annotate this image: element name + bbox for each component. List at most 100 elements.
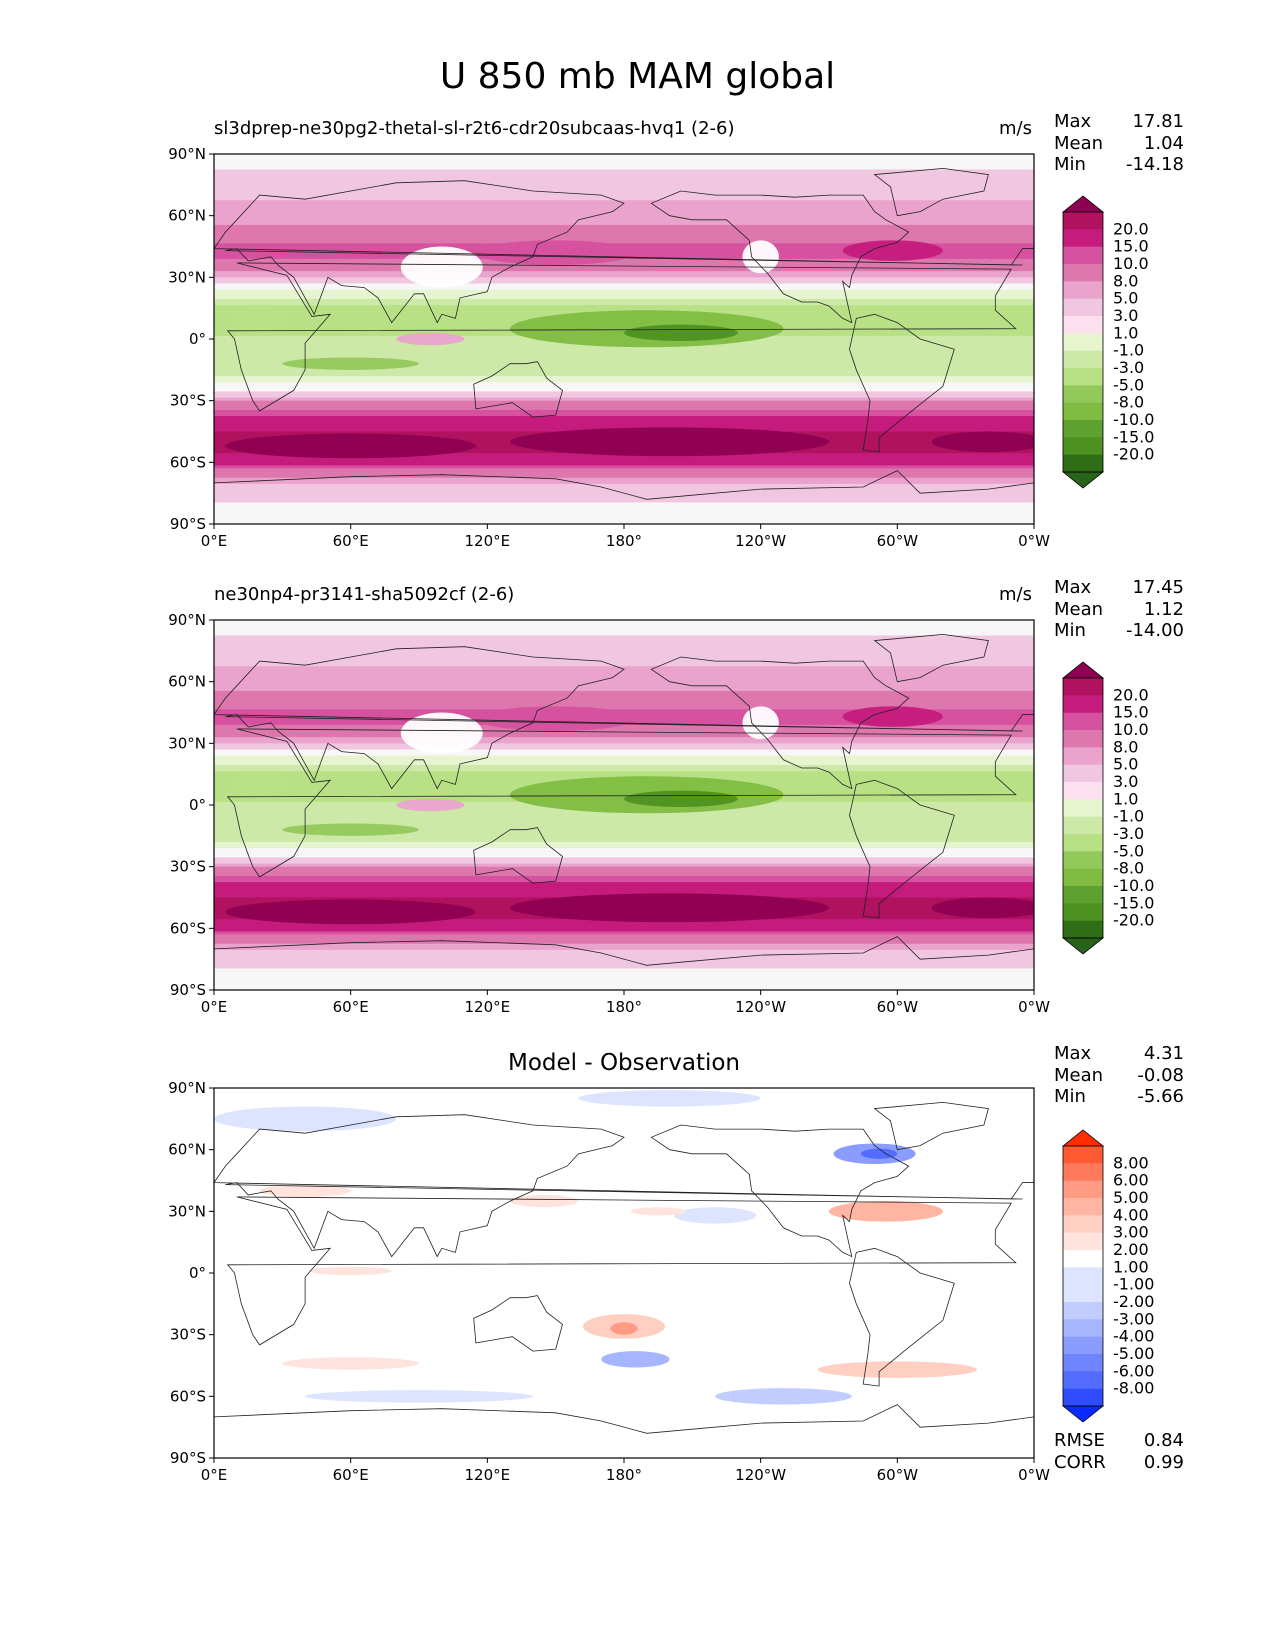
zonal-band (214, 237, 1034, 241)
colorbar-tick-label: 3.00 (1113, 1223, 1149, 1242)
colorbar-bin (1063, 368, 1103, 386)
zonal-band (214, 737, 1034, 741)
colorbar-tick-label: -8.00 (1113, 1379, 1154, 1398)
colorbar-bin (1063, 712, 1103, 731)
zonal-band (214, 675, 1034, 680)
zonal-band (214, 224, 1034, 229)
colorbar-frame (1062, 677, 1104, 939)
stat-max-label: Max (1054, 111, 1092, 132)
y-tick-label: 30°S (170, 392, 206, 410)
zonal-band (214, 283, 1034, 288)
zonal-band (214, 888, 1034, 892)
contour-feature (829, 1201, 943, 1222)
y-tick-label: 90°S (170, 1449, 206, 1467)
zonal-band (214, 620, 1034, 624)
coastline (849, 313, 955, 453)
stat-min-value: -5.66 (1137, 1086, 1184, 1107)
coastline (214, 470, 1034, 500)
zonal-band (214, 743, 1034, 748)
colorbar-tick-label: -4.00 (1113, 1327, 1154, 1346)
zonal-band (214, 286, 1034, 291)
zonal-band (214, 811, 1034, 815)
stat-rmse-label: RMSE (1054, 1430, 1105, 1451)
zonal-band (214, 184, 1034, 189)
map-panel-3: 0°E 60°E 120°E 180° 120°W 60°W 0°W 90°N 60°N 30°N… (168, 1079, 1154, 1484)
contour-feature (400, 246, 483, 288)
contour-feature (624, 324, 738, 342)
coastline (214, 646, 1023, 790)
zonal-band (214, 823, 1034, 828)
zonal-band (214, 175, 1034, 180)
colorbar-bin (1063, 1215, 1103, 1234)
y-tick-label: 60°N (168, 207, 206, 225)
contour-feature (232, 306, 287, 331)
colorbar-tick-label: 4.00 (1113, 1205, 1149, 1224)
zonal-band (214, 496, 1034, 500)
zonal-band (214, 302, 1034, 306)
zonal-band (214, 517, 1034, 522)
zonal-band (214, 160, 1034, 164)
zonal-band (214, 305, 1034, 309)
colorbar: 20.015.010.08.05.03.01.0-1.0-3.0-5.0-8.0… (1061, 195, 1154, 489)
zonal-band (214, 468, 1034, 473)
y-tick-label: 60°S (170, 1387, 206, 1405)
map-panel-2: 0°E 60°E 120°E 180° 120°W 60°W 0°W 90°N 60°N 30°N… (168, 611, 1154, 1016)
zonal-band (214, 724, 1034, 729)
coastline (226, 1196, 1017, 1346)
stat-mean-label: Mean (1054, 1064, 1104, 1086)
stat-max-label: Max (1054, 1043, 1092, 1064)
zonal-band (214, 181, 1034, 186)
zonal-band (214, 265, 1034, 269)
zonal-band (214, 940, 1034, 945)
colorbar-extend-top (1061, 1129, 1105, 1147)
colorbar-bin (1063, 437, 1103, 456)
x-tick-label: 0°E (201, 1466, 228, 1484)
zonal-band (214, 934, 1034, 939)
coastline (1010, 248, 1034, 266)
zonal-band (214, 647, 1034, 652)
colorbar-tick-label: -6.00 (1113, 1361, 1154, 1380)
zonal-band (214, 212, 1034, 217)
zonal-band (214, 372, 1034, 377)
zonal-band (214, 623, 1034, 627)
zonal-band (214, 345, 1034, 349)
zonal-band (214, 687, 1034, 692)
contour-feature (510, 1194, 579, 1208)
coastline (849, 779, 955, 919)
colorbar-tick-label: -15.0 (1113, 893, 1154, 912)
x-tick-label: 0°W (1018, 1466, 1050, 1484)
zonal-band (214, 471, 1034, 476)
x-tick-label: 120°W (735, 532, 786, 550)
colorbar-bin (1063, 1267, 1103, 1286)
x-tick-label: 0°W (1018, 532, 1050, 550)
zonal-band (214, 502, 1034, 507)
x-tick-label: 0°W (1018, 998, 1050, 1016)
colorbar-tick-label: -3.0 (1113, 358, 1144, 377)
zonal-band (214, 764, 1034, 769)
colorbar-extend-top (1061, 661, 1105, 679)
colorbar-bin (1063, 747, 1103, 766)
colorbar-tick-label: 1.00 (1113, 1257, 1149, 1276)
contour-feature (282, 1357, 419, 1370)
zonal-band (214, 820, 1034, 825)
zonal-band (214, 758, 1034, 763)
zonal-band (214, 382, 1034, 386)
zonal-band (214, 980, 1034, 985)
colorbar-tick-label: -10.0 (1113, 410, 1154, 429)
colorbar-tick-label: 1.0 (1113, 789, 1138, 808)
stat-mean-value: -0.08 (1137, 1064, 1184, 1086)
zonal-band (214, 277, 1034, 282)
y-tick-label: 0° (189, 796, 206, 814)
colorbar-tick-label: 2.00 (1113, 1240, 1149, 1259)
colorbar-bin (1063, 1388, 1103, 1407)
x-tick-label: 120°E (465, 1466, 511, 1484)
contour-feature (624, 790, 738, 808)
y-tick-label: 30°N (168, 1202, 206, 1220)
y-tick-label: 60°N (168, 1141, 206, 1159)
zonal-band (214, 505, 1034, 510)
colorbar-tick-label: 8.0 (1113, 271, 1138, 290)
zonal-band (214, 163, 1034, 167)
colorbar-bin (1063, 333, 1103, 352)
zonal-band (214, 953, 1034, 957)
